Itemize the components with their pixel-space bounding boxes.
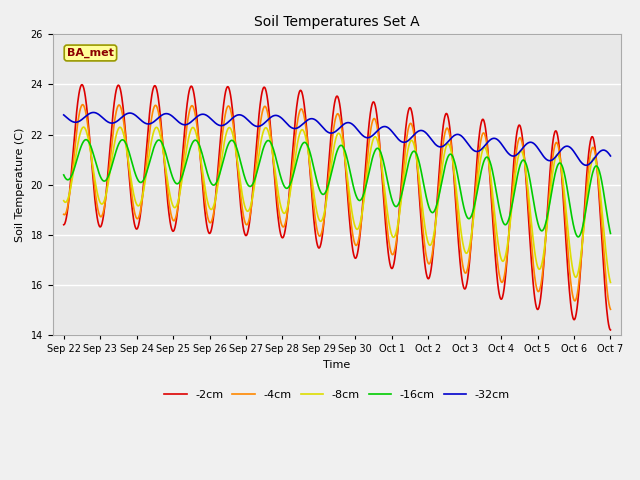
- -32cm: [607, 153, 614, 159]
- -16cm: [60, 172, 68, 178]
- -32cm: [243, 116, 251, 122]
- -2cm: [607, 327, 614, 333]
- -8cm: [607, 279, 614, 285]
- Title: Soil Temperatures Set A: Soil Temperatures Set A: [254, 15, 420, 29]
- -2cm: [422, 270, 430, 276]
- -32cm: [60, 112, 68, 118]
- -4cm: [494, 260, 502, 266]
- -2cm: [182, 115, 189, 120]
- -2cm: [243, 232, 251, 238]
- Text: BA_met: BA_met: [67, 48, 114, 58]
- Legend: -2cm, -4cm, -8cm, -16cm, -32cm: -2cm, -4cm, -8cm, -16cm, -32cm: [160, 385, 515, 405]
- -8cm: [182, 152, 189, 158]
- -4cm: [79, 102, 86, 108]
- -8cm: [494, 237, 502, 243]
- -4cm: [607, 306, 614, 312]
- -32cm: [494, 137, 502, 143]
- -16cm: [83, 137, 90, 143]
- -4cm: [182, 134, 189, 140]
- -16cm: [542, 220, 550, 226]
- -32cm: [422, 130, 430, 136]
- -16cm: [607, 230, 614, 236]
- -4cm: [168, 216, 176, 222]
- -32cm: [582, 162, 590, 168]
- -8cm: [168, 202, 176, 207]
- -32cm: [90, 109, 97, 115]
- -2cm: [494, 280, 502, 286]
- Line: -32cm: -32cm: [64, 112, 611, 165]
- -16cm: [168, 174, 176, 180]
- -2cm: [542, 230, 550, 236]
- -16cm: [182, 161, 189, 167]
- -16cm: [574, 234, 582, 240]
- -16cm: [494, 196, 502, 202]
- X-axis label: Time: Time: [323, 360, 351, 370]
- -8cm: [79, 124, 87, 130]
- -8cm: [422, 232, 430, 238]
- -8cm: [60, 198, 68, 204]
- -8cm: [542, 233, 550, 239]
- Y-axis label: Soil Temperature (C): Soil Temperature (C): [15, 128, 25, 242]
- -32cm: [168, 113, 176, 119]
- Line: -2cm: -2cm: [64, 84, 611, 330]
- -32cm: [542, 156, 550, 162]
- Line: -8cm: -8cm: [64, 127, 611, 282]
- -2cm: [168, 228, 176, 234]
- -16cm: [243, 180, 251, 186]
- -16cm: [422, 194, 430, 200]
- -2cm: [60, 222, 68, 228]
- -8cm: [243, 208, 251, 214]
- Line: -4cm: -4cm: [64, 105, 611, 309]
- Line: -16cm: -16cm: [64, 140, 611, 237]
- -32cm: [182, 122, 189, 128]
- -4cm: [60, 211, 68, 217]
- -4cm: [422, 253, 430, 259]
- -4cm: [542, 234, 550, 240]
- -2cm: [78, 82, 86, 87]
- -4cm: [243, 222, 251, 228]
